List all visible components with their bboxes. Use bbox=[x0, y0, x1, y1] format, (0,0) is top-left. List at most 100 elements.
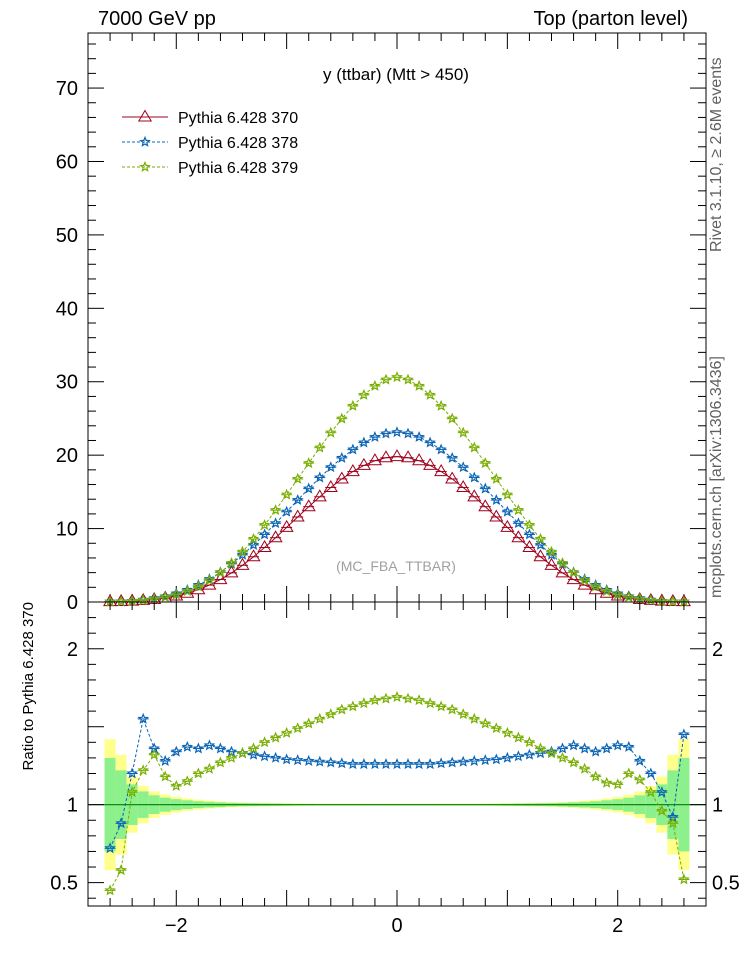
data-point bbox=[512, 504, 525, 516]
data-point bbox=[424, 388, 436, 400]
data-point bbox=[336, 451, 348, 463]
ratio-point bbox=[611, 739, 624, 751]
ratio-point bbox=[578, 762, 591, 774]
data-point bbox=[336, 412, 348, 424]
ratio-point bbox=[468, 754, 480, 767]
ratio-point bbox=[325, 708, 337, 720]
data-point bbox=[247, 532, 260, 544]
ratio-y-axis-label: Ratio to Pythia 6.428 370 bbox=[20, 602, 37, 770]
ratio-point bbox=[137, 764, 149, 776]
data-point bbox=[225, 557, 238, 568]
data-point bbox=[269, 517, 282, 529]
main-plot-panel: 0 10 20 30 40 50 60 70 y (ttbar) (Mtt > 450) (MC_… bbox=[56, 32, 707, 614]
plot-title: y (ttbar) (Mtt > 450) bbox=[323, 65, 469, 84]
y-tick-label: 60 bbox=[56, 151, 78, 173]
data-point bbox=[159, 590, 171, 602]
data-point bbox=[533, 549, 548, 562]
ratio-point bbox=[523, 748, 536, 760]
ratio-point bbox=[159, 770, 171, 782]
ratio-point bbox=[556, 751, 569, 763]
data-point bbox=[314, 471, 326, 483]
legend-marker bbox=[139, 135, 151, 147]
data-point bbox=[600, 585, 613, 597]
ratio-point bbox=[446, 703, 458, 715]
data-point bbox=[181, 583, 194, 595]
data-point bbox=[468, 441, 480, 453]
data-point bbox=[402, 373, 414, 385]
data-point bbox=[380, 373, 392, 385]
ratio-point bbox=[656, 786, 668, 798]
data-point bbox=[280, 488, 293, 500]
data-point bbox=[257, 540, 272, 553]
ratio-point bbox=[501, 726, 514, 738]
data-point bbox=[623, 591, 635, 603]
ratio-point bbox=[578, 742, 591, 754]
data-point bbox=[258, 528, 271, 540]
data-point bbox=[434, 464, 449, 477]
ratio-point bbox=[556, 742, 569, 754]
x-tick-label: 0 bbox=[391, 915, 402, 937]
data-point bbox=[611, 588, 624, 600]
data-point bbox=[291, 472, 304, 484]
data-point bbox=[501, 505, 514, 517]
data-point bbox=[380, 427, 392, 439]
ratio-point bbox=[214, 756, 227, 768]
data-point bbox=[544, 557, 559, 570]
data-point bbox=[446, 451, 458, 463]
ratio-series-2 bbox=[104, 691, 690, 896]
data-point bbox=[478, 499, 493, 512]
ratio-series-1 bbox=[104, 712, 690, 854]
data-point bbox=[490, 494, 503, 505]
data-point bbox=[181, 585, 194, 597]
ratio-point bbox=[170, 745, 183, 757]
data-point bbox=[214, 566, 227, 578]
data-point bbox=[555, 565, 570, 578]
ratio-point bbox=[336, 757, 348, 769]
data-point bbox=[512, 517, 525, 529]
ratio-point bbox=[380, 758, 392, 770]
data-point bbox=[556, 557, 569, 568]
ratio-plot-panel: 0.5 0.5 1 1 2 2 −2 0 2 Ratio to Pythia 6.428 370 bbox=[20, 601, 740, 937]
x-tick-label: 2 bbox=[612, 915, 623, 937]
data-point bbox=[522, 540, 537, 553]
ratio-point bbox=[347, 757, 359, 770]
data-point bbox=[412, 453, 427, 466]
ratio-point bbox=[413, 694, 425, 706]
data-point bbox=[291, 494, 304, 505]
data-point bbox=[467, 489, 482, 502]
data-point bbox=[367, 453, 382, 466]
ratio-point bbox=[358, 758, 370, 770]
data-point bbox=[345, 464, 360, 477]
data-point bbox=[545, 545, 558, 557]
data-point bbox=[534, 532, 547, 544]
ratio-point bbox=[678, 873, 690, 885]
legend-entry-2: Pythia 6.428 378 bbox=[122, 135, 298, 152]
ratio-point bbox=[645, 767, 657, 779]
ratio-point bbox=[159, 754, 171, 767]
data-point bbox=[302, 457, 315, 469]
data-point bbox=[347, 399, 359, 411]
data-point bbox=[369, 431, 381, 442]
ratio-point bbox=[623, 740, 635, 752]
ratio-point bbox=[589, 770, 602, 782]
ratio-point bbox=[225, 751, 238, 763]
ratio-point bbox=[446, 756, 458, 768]
ratio-point bbox=[347, 700, 359, 712]
y-tick-label: 40 bbox=[56, 298, 78, 320]
series-line bbox=[110, 456, 684, 603]
data-point bbox=[545, 548, 558, 560]
ratio-point bbox=[170, 779, 183, 791]
ratio-point bbox=[369, 758, 381, 770]
process-label: Top (parton level) bbox=[533, 8, 688, 30]
ratio-line bbox=[109, 696, 685, 891]
ratio-point bbox=[490, 722, 503, 734]
ratio-point bbox=[435, 757, 447, 769]
ratio-point bbox=[667, 817, 679, 829]
data-point bbox=[324, 426, 337, 438]
series-1 bbox=[103, 449, 691, 607]
ratio-point bbox=[236, 747, 249, 759]
data-point bbox=[235, 557, 250, 570]
ratio-point bbox=[314, 755, 326, 767]
data-point bbox=[391, 371, 403, 383]
data-point bbox=[389, 449, 405, 462]
